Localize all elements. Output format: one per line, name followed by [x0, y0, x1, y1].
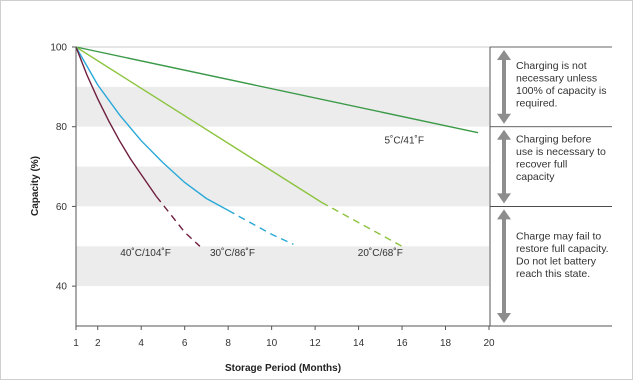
series-group [75, 46, 479, 247]
background-bands [76, 47, 489, 326]
x-tick-label: 18 [440, 338, 452, 349]
annotation-arrow [497, 209, 511, 323]
series-line [75, 46, 403, 247]
series-dashed-segment [227, 209, 294, 245]
annotation-text-line: use is necessary to [516, 146, 606, 158]
background-band [76, 246, 489, 287]
arrow-head-down [497, 313, 511, 323]
x-tick-label: 1 [73, 338, 79, 349]
annotation-text-line: reach this state. [516, 268, 590, 280]
arrow-head-up [497, 209, 511, 220]
y-tick-label: 80 [56, 122, 68, 133]
annotation-arrow [497, 129, 511, 204]
x-tick-label: 12 [310, 338, 322, 349]
annotation-arrow [497, 50, 511, 124]
x-tick-label: 8 [225, 338, 231, 349]
x-tick-label: 16 [396, 338, 408, 349]
x-axis-title: Storage Period (Months) [225, 363, 341, 374]
series-solid-segment [75, 46, 322, 203]
arrow-head-down [497, 113, 511, 124]
background-band [76, 166, 489, 207]
y-tick-label: 60 [56, 202, 68, 213]
annotation-text-line: Charging before [516, 134, 591, 146]
y-tick-label: 40 [56, 282, 68, 293]
series-solid-segment [75, 46, 157, 197]
x-tick-label: 10 [266, 338, 278, 349]
y-tick-labels: 40 60 80 100 [50, 43, 67, 293]
series-label: 20˚C/68˚F [358, 247, 403, 259]
series-solid-segment [75, 46, 479, 134]
axes [72, 46, 612, 330]
background-band [76, 86, 489, 127]
y-axis-title: Capacity (%) [30, 156, 41, 216]
x-tick-labels: 1 2 4 6 8 10 12 14 16 18 20 [73, 338, 495, 349]
series-label: 30˚C/86˚F [210, 247, 255, 259]
arrow-head-down [497, 193, 511, 204]
annotation-text-line: 100% of capacity is [516, 85, 606, 97]
y-tick-label: 100 [50, 43, 67, 54]
arrow-head-up [497, 50, 511, 60]
series-line [75, 46, 479, 134]
background-band [76, 206, 489, 247]
x-tick-label: 4 [138, 338, 144, 349]
x-tick-label: 14 [353, 338, 365, 349]
annotation-text-line: restore full capacity. [516, 243, 609, 255]
series-solid-segment [75, 46, 229, 212]
x-tick-label: 2 [95, 338, 101, 349]
x-tick-label: 6 [182, 338, 188, 349]
background-band [76, 286, 489, 326]
background-band [76, 47, 489, 87]
background-band [76, 126, 489, 167]
series-labels: 5˚C/41˚F 20˚C/68˚F 30˚C/86˚F 40˚C/104˚F [120, 134, 424, 258]
arrow-head-up [497, 129, 511, 140]
series-line [75, 46, 294, 245]
series-dashed-segment [321, 201, 403, 247]
annotation-text-line: necessary unless [516, 73, 597, 85]
annotation-text-line: Charge may fail to [516, 230, 601, 242]
series-line [75, 46, 201, 247]
annotation-text-line: capacity [516, 171, 555, 183]
series-label: 5˚C/41˚F [384, 134, 423, 146]
annotation-text-line: Charging is not [516, 60, 587, 72]
series-label: 40˚C/104˚F [120, 247, 171, 259]
x-tick-label: 20 [483, 338, 495, 349]
annotation-text-line: required. [516, 98, 557, 110]
annotation-text-line: recover full [516, 159, 567, 171]
annotation-text-line: Do not let battery [516, 255, 597, 267]
series-dashed-segment [155, 196, 201, 247]
